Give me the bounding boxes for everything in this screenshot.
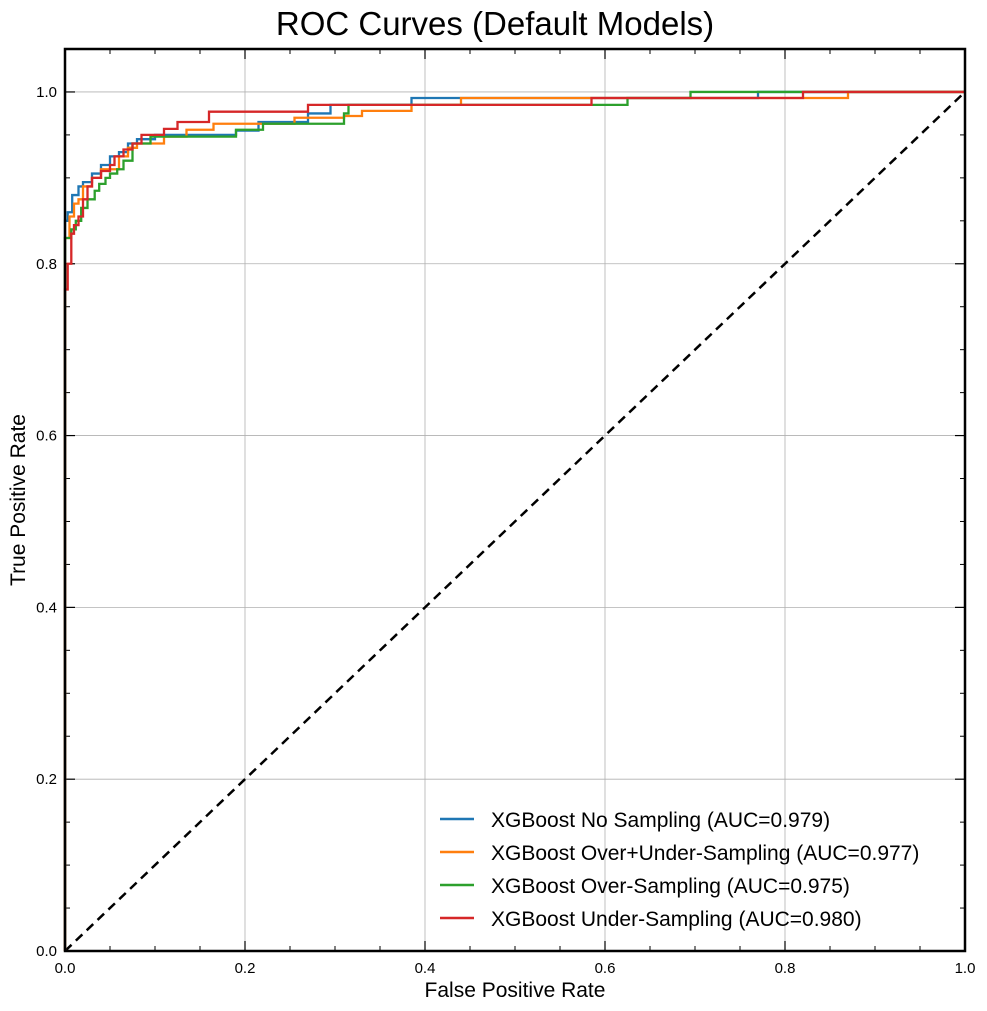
x-tick-label: 0.0 bbox=[55, 960, 76, 977]
x-tick-label: 0.8 bbox=[775, 960, 796, 977]
legend-entry-label: XGBoost Over-Sampling (AUC=0.975) bbox=[491, 875, 850, 898]
series-line-3 bbox=[63, 90, 965, 951]
reference-diagonal-line bbox=[64, 91, 966, 952]
x-tick-label: 1.0 bbox=[955, 960, 976, 977]
legend-entry-label: XGBoost Over+Under-Sampling (AUC=0.977) bbox=[491, 842, 919, 865]
x-tick-label: 0.6 bbox=[595, 960, 616, 977]
legend: XGBoost No Sampling (AUC=0.979) XGBoost O… bbox=[440, 809, 919, 931]
tick-labels: 0.0 0.2 0.4 0.6 0.8 1.0 0.0 0.2 0.4 0.6 0.8 1.0 bbox=[36, 84, 975, 977]
y-axis-label: True Positive Rate bbox=[7, 414, 30, 586]
y-tick-label: 0.2 bbox=[36, 771, 57, 788]
x-tick-label: 0.4 bbox=[415, 960, 436, 977]
x-tick-label: 0.2 bbox=[235, 960, 256, 977]
series-lines bbox=[63, 90, 965, 951]
x-axis-label: False Positive Rate bbox=[425, 979, 606, 1002]
plot-frame bbox=[63, 47, 967, 953]
y-tick-label: 0.4 bbox=[36, 599, 57, 616]
legend-entry-label: XGBoost No Sampling (AUC=0.979) bbox=[491, 809, 830, 832]
y-tick-label: 0.8 bbox=[36, 256, 57, 273]
chart-title: ROC Curves (Default Models) bbox=[276, 5, 714, 42]
y-tick-label: 0.6 bbox=[36, 428, 57, 445]
y-tick-label: 1.0 bbox=[36, 84, 57, 101]
legend-entry-label: XGBoost Under-Sampling (AUC=0.980) bbox=[491, 908, 862, 931]
y-tick-label: 0.0 bbox=[36, 943, 57, 960]
series-line-4 bbox=[63, 90, 965, 951]
